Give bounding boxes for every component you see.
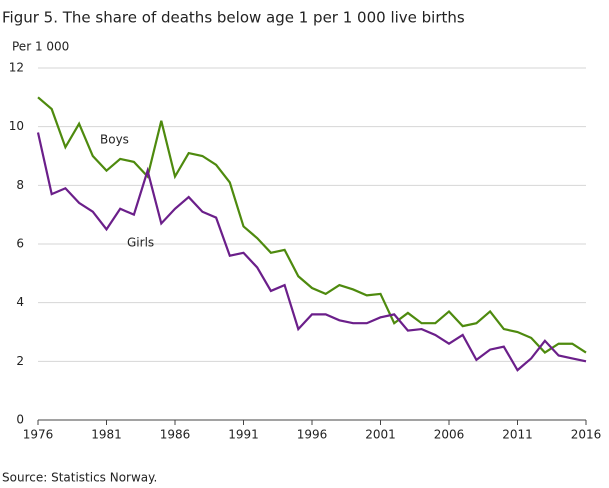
x-tick-label: 2011	[502, 428, 533, 442]
chart-title: Figur 5. The share of deaths below age 1…	[2, 9, 465, 27]
series-label: Girls	[127, 236, 154, 250]
y-tick-label: 2	[16, 354, 24, 368]
y-tick-label: 0	[16, 413, 24, 427]
series-label: Boys	[100, 133, 129, 147]
x-tick-label: 1976	[23, 428, 54, 442]
y-tick-label: 12	[9, 61, 24, 75]
x-tick-label: 1986	[160, 428, 191, 442]
x-tick-label: 2001	[365, 428, 396, 442]
y-tick-label: 10	[9, 119, 24, 133]
series-line	[37, 96, 587, 354]
y-tick-label: 4	[16, 295, 24, 309]
y-tick-label: 8	[16, 178, 24, 192]
y-axis-label: Per 1 000	[12, 40, 69, 54]
source: Source: Statistics Norway.	[2, 471, 157, 485]
x-tick-label: 2006	[434, 428, 465, 442]
series-line	[36, 132, 587, 372]
x-tick-label: 2016	[571, 428, 602, 442]
x-tick-label: 1996	[297, 428, 328, 442]
x-tick-label: 1991	[228, 428, 259, 442]
y-tick-label: 6	[16, 237, 24, 251]
x-tick-label: 1981	[91, 428, 122, 442]
